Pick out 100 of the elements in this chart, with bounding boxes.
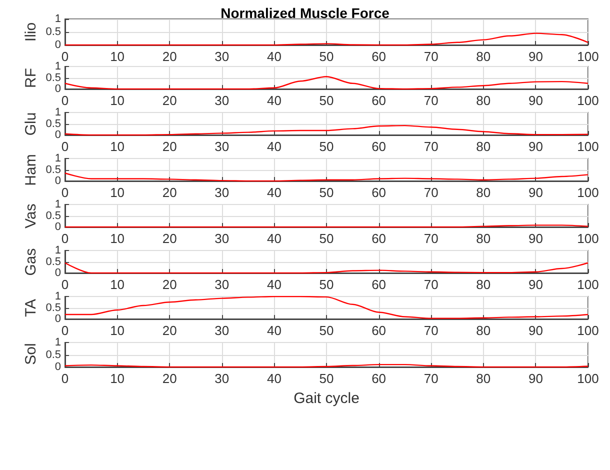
- y-tick-label: 0.5: [46, 26, 61, 38]
- x-tick-label: 80: [476, 139, 491, 154]
- x-tick-label: 50: [319, 371, 334, 386]
- x-tick-label: 90: [528, 371, 543, 386]
- x-tick-label: 100: [577, 323, 599, 338]
- x-tick-label: 20: [162, 49, 177, 64]
- x-tick-label: 30: [214, 323, 230, 338]
- y-axis-title: Ham: [22, 154, 40, 186]
- y-tick-label: 1: [54, 13, 61, 25]
- x-tick-label: 80: [476, 323, 491, 338]
- chart-title: Normalized Muscle Force: [220, 5, 390, 21]
- x-tick-label: 60: [372, 323, 386, 338]
- y-tick-label: 0: [54, 39, 61, 51]
- y-axis-title: Sol: [22, 343, 40, 365]
- x-tick-label: 40: [266, 185, 282, 200]
- x-tick-label: 30: [214, 277, 230, 292]
- x-tick-label: 80: [476, 231, 491, 246]
- x-tick-label: 90: [528, 185, 543, 200]
- y-tick-label: 0: [54, 175, 61, 187]
- x-tick-label: 70: [424, 139, 438, 154]
- x-tick-label: 20: [162, 323, 177, 338]
- x-tick-label: 80: [476, 277, 491, 292]
- x-tick-label: 40: [266, 371, 282, 386]
- x-tick-label: 20: [162, 371, 177, 386]
- y-tick-label: 0.5: [46, 348, 61, 361]
- x-tick-label: 10: [110, 277, 125, 292]
- x-tick-label: 100: [577, 371, 599, 386]
- x-tick-label: 30: [214, 93, 230, 108]
- x-tick-label: 50: [319, 185, 334, 200]
- x-tick-label: 30: [214, 231, 230, 246]
- y-tick-label: 0: [54, 267, 61, 279]
- y-tick-label: 1: [54, 290, 61, 302]
- x-tick-label: 90: [528, 49, 543, 64]
- x-tick-label: 10: [110, 139, 125, 154]
- y-tick-label: 0.5: [46, 72, 61, 84]
- x-tick-label: 70: [424, 185, 438, 200]
- y-tick-label: 1: [54, 198, 61, 210]
- x-tick-label: 100: [577, 49, 599, 64]
- x-tick-label: 40: [266, 49, 282, 64]
- y-tick-label: 1: [54, 244, 61, 256]
- x-tick-label: 20: [162, 139, 177, 154]
- y-tick-label: 1: [54, 60, 61, 72]
- y-tick-label: 0: [54, 221, 61, 233]
- x-tick-label: 50: [319, 231, 334, 246]
- x-tick-label: 60: [372, 371, 386, 386]
- x-tick-label: 70: [424, 323, 438, 338]
- x-tick-label: 70: [424, 93, 438, 108]
- y-axis-title: Glu: [22, 112, 40, 136]
- x-tick-label: 20: [162, 277, 177, 292]
- x-tick-label: 90: [528, 277, 543, 292]
- x-tick-label: 90: [528, 231, 543, 246]
- y-axis-title: Vas: [22, 204, 40, 228]
- x-tick-label: 20: [162, 231, 177, 246]
- y-tick-label: 1: [54, 106, 61, 118]
- x-tick-label: 30: [214, 371, 230, 386]
- x-tick-label: 10: [110, 185, 125, 200]
- x-tick-label: 40: [266, 231, 282, 246]
- y-axis-title: Gas: [22, 248, 40, 276]
- x-tick-label: 80: [476, 49, 491, 64]
- x-tick-label: 100: [577, 231, 599, 246]
- x-tick-label: 90: [528, 139, 543, 154]
- line-series: [64, 296, 589, 319]
- x-tick-label: 70: [424, 49, 438, 64]
- x-tick-label: 30: [214, 139, 230, 154]
- y-tick-label: 0: [54, 313, 61, 325]
- x-tick-label: 100: [577, 93, 599, 108]
- x-tick-label: 60: [372, 231, 386, 246]
- y-tick-label: 0.5: [46, 210, 61, 222]
- x-tick-label: 30: [214, 49, 230, 64]
- y-tick-label: 0: [54, 83, 61, 95]
- x-tick-label: 40: [266, 323, 282, 338]
- x-tick-label: 10: [110, 49, 125, 64]
- x-tick-label: 10: [110, 371, 125, 386]
- y-tick-label: 0: [54, 361, 61, 373]
- x-tick-label: 100: [577, 277, 599, 292]
- y-tick-label: 0.5: [46, 302, 61, 314]
- x-tick-label: 80: [476, 371, 491, 386]
- x-tick-label: 10: [110, 231, 125, 246]
- x-tick-label: 90: [528, 323, 543, 338]
- x-tick-label: 10: [110, 93, 125, 108]
- x-tick-label: 60: [372, 49, 386, 64]
- x-tick-label: 40: [266, 93, 282, 108]
- x-tick-label: 70: [424, 371, 438, 386]
- x-tick-label: 90: [528, 93, 543, 108]
- y-tick-label: 0.5: [46, 256, 61, 268]
- x-tick-label: 80: [476, 185, 491, 200]
- x-tick-label: 70: [424, 277, 438, 292]
- x-tick-label: 60: [372, 139, 386, 154]
- x-tick-label: 60: [372, 185, 386, 200]
- x-tick-label: 50: [319, 323, 334, 338]
- x-tick-label: 50: [319, 49, 334, 64]
- x-axis-title: Gait cycle: [294, 390, 360, 407]
- y-tick-label: 1: [54, 336, 61, 348]
- y-tick-label: 0.5: [46, 118, 61, 130]
- x-tick-label: 60: [372, 277, 386, 292]
- x-tick-label: 40: [266, 139, 282, 154]
- x-tick-label: 20: [162, 93, 177, 108]
- x-tick-label: 50: [319, 277, 334, 292]
- x-tick-label: 70: [424, 231, 438, 246]
- x-tick-label: 100: [577, 185, 599, 200]
